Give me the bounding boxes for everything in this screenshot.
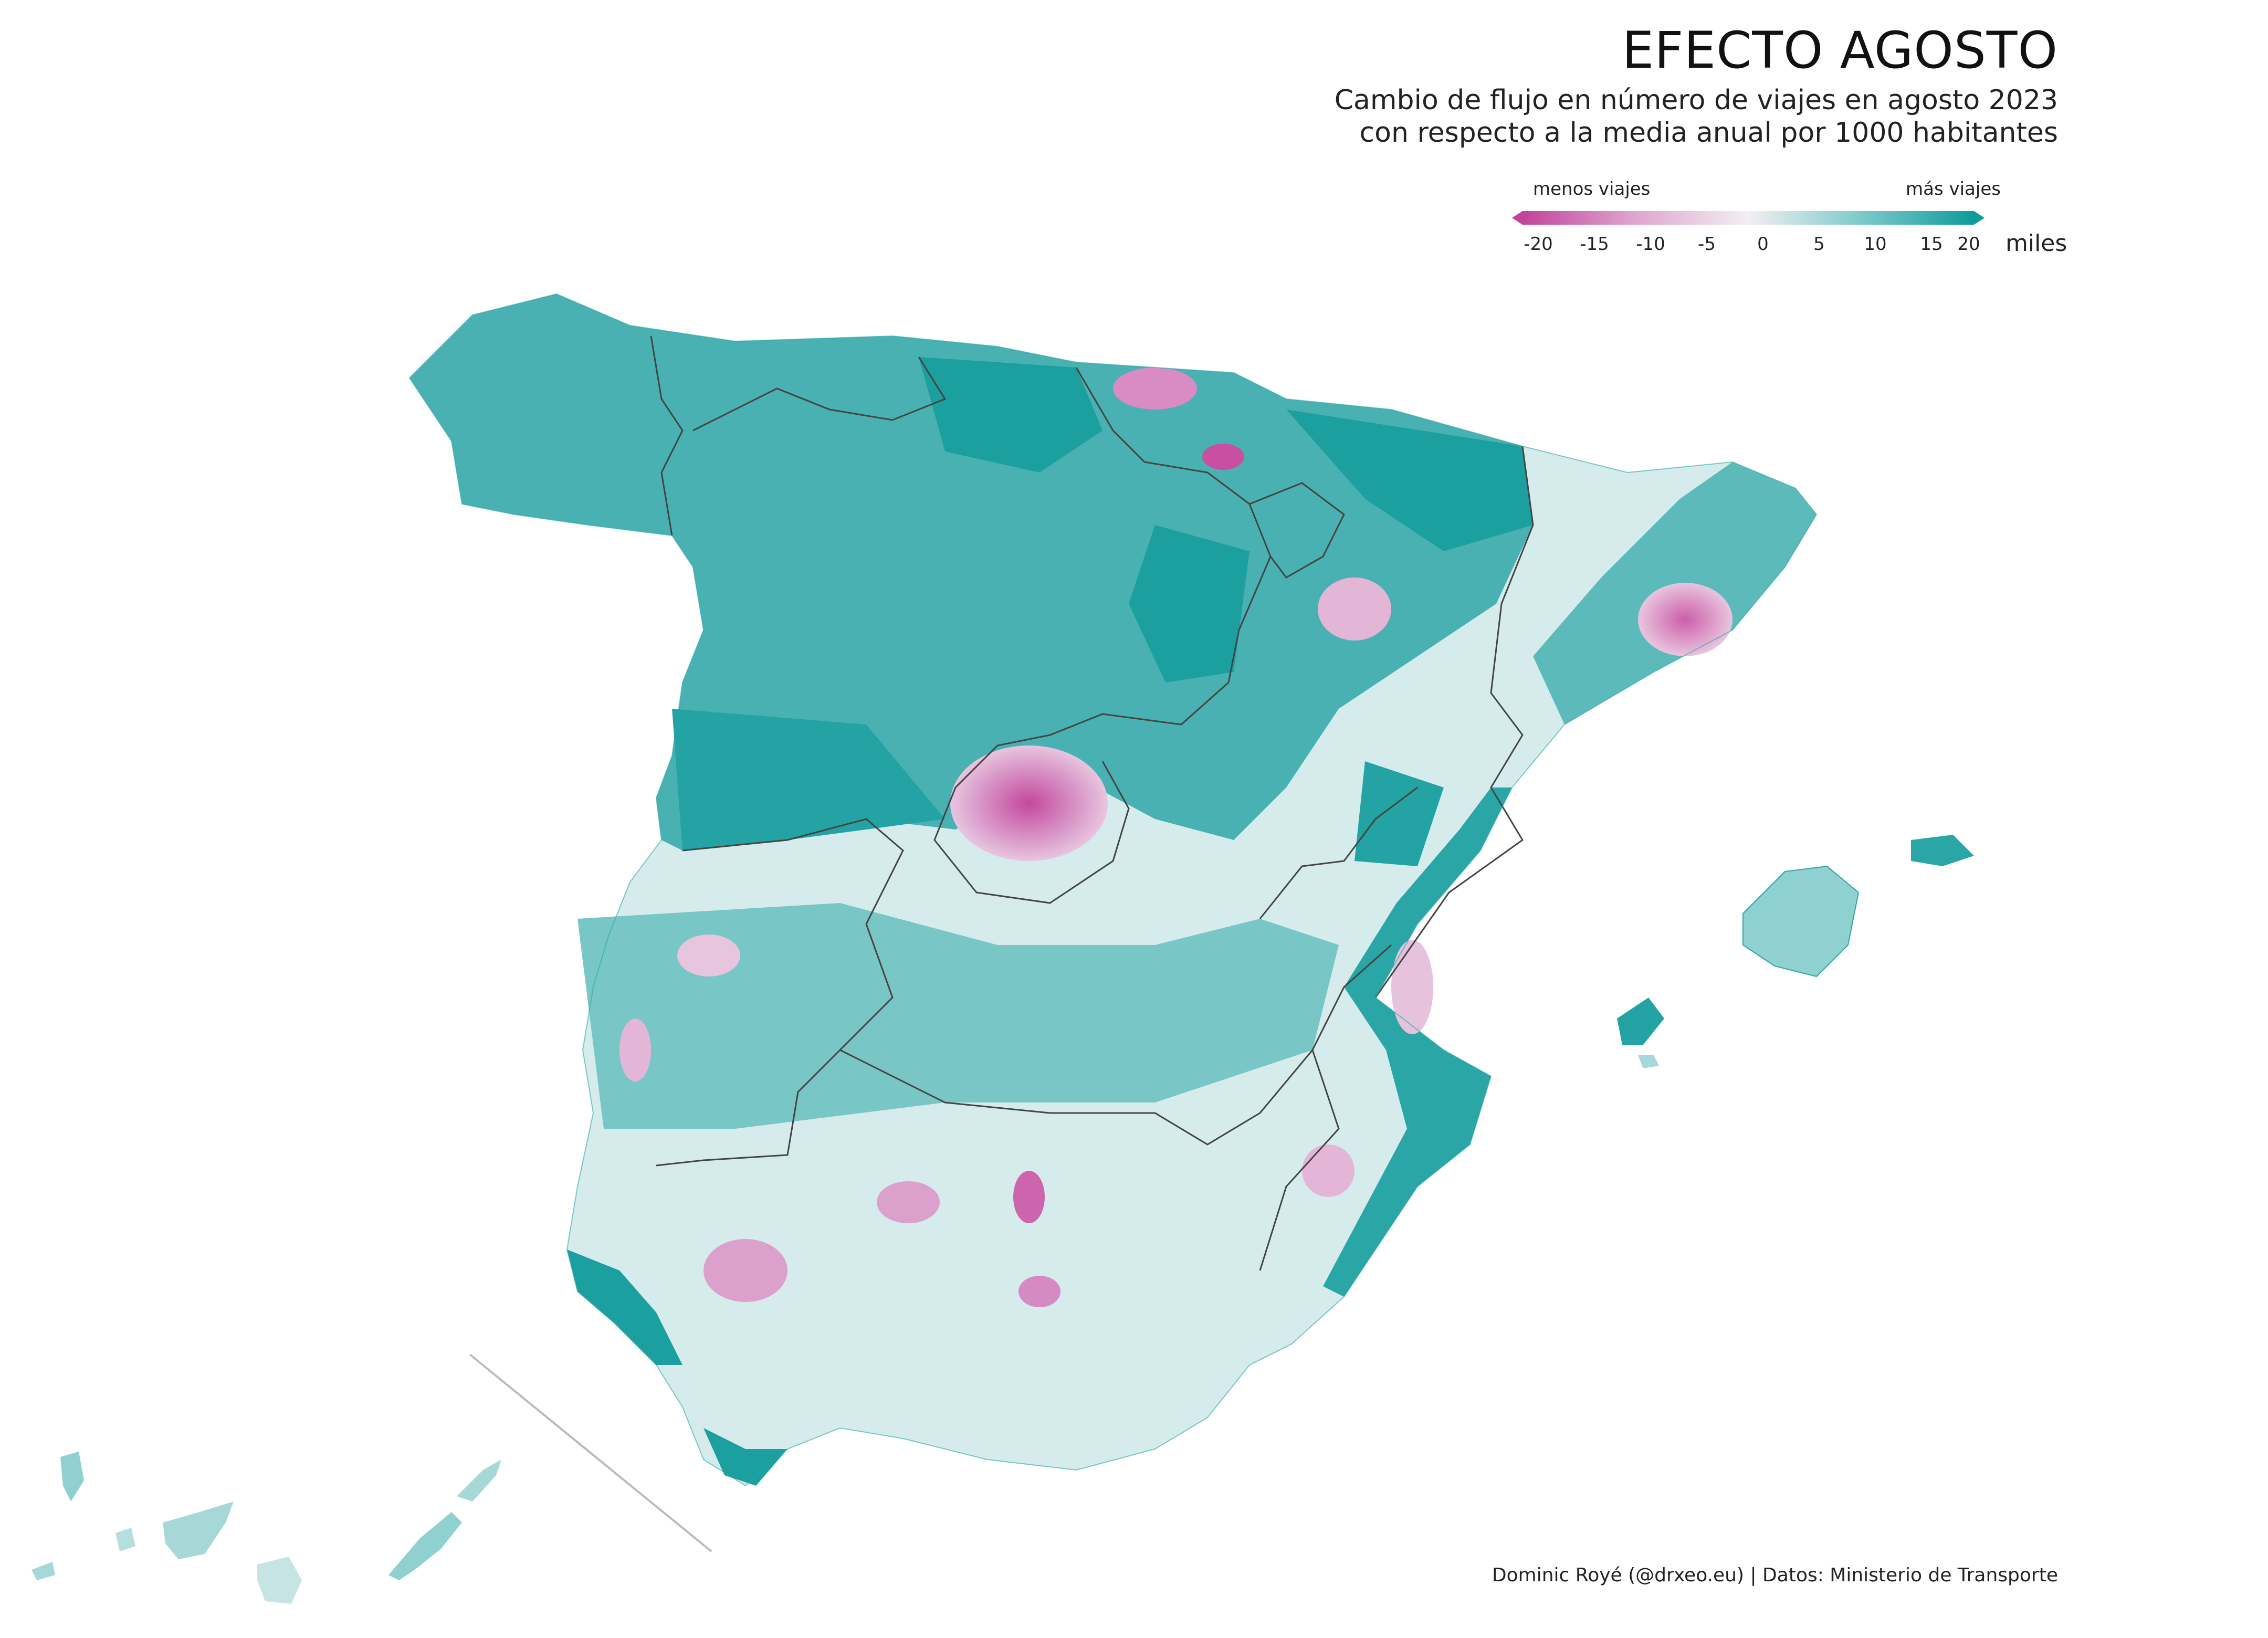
murcia-area-pink	[1302, 1144, 1354, 1197]
menorca-island	[1911, 835, 1974, 866]
mallorca-island	[1742, 865, 1860, 978]
teal-dark-patch	[919, 357, 1102, 472]
teal-dark-patch	[1129, 525, 1250, 682]
la-gomera-island	[116, 1528, 135, 1551]
granada-area-pink	[1018, 1276, 1060, 1307]
valencia-area-pink	[1391, 940, 1433, 1034]
legend-right-label: más viajes	[1906, 178, 2001, 200]
caceres-area-pink	[677, 934, 740, 976]
levante-coast-teal	[1323, 788, 1512, 1297]
barcelona-area-pink	[1638, 583, 1732, 656]
jaen-area-pink	[1013, 1171, 1045, 1223]
cadiz-coast-teal	[704, 1428, 788, 1486]
teal-mid-patch	[578, 903, 1339, 1129]
ibiza-island	[1617, 998, 1664, 1045]
legend-tick: 15	[1920, 234, 1943, 255]
teal-dark-patch	[672, 709, 945, 850]
legend-arrow-right	[1974, 211, 1984, 225]
madrid-area-pink	[950, 746, 1108, 861]
la-palma-island	[60, 1452, 84, 1502]
legend-tick: 20	[1957, 234, 1980, 255]
legend-tick: 10	[1864, 234, 1887, 255]
legend-left-label: menos viajes	[1533, 178, 1651, 200]
legend-tick: -5	[1698, 234, 1716, 255]
vitoria-area-pink	[1202, 444, 1244, 470]
color-legend: menos viajes más viajes -20 -15 -10 -5 0…	[1502, 178, 2067, 262]
legend-tick: -15	[1580, 234, 1609, 255]
tenerife-island	[163, 1502, 234, 1559]
subtitle-line-2: con respecto a la media anual por 1000 h…	[1359, 117, 2058, 149]
region-borders	[650, 335, 1534, 1271]
legend-tick: 0	[1757, 234, 1769, 255]
canary-inset-divider	[469, 1353, 712, 1552]
bilbao-area-pink	[1113, 368, 1197, 410]
map-subtitle: Cambio de flujo en número de viajes en a…	[1335, 84, 2058, 149]
legend-tick: -10	[1636, 234, 1665, 255]
lanzarote-island	[457, 1460, 501, 1502]
sevilla-area-pink	[704, 1239, 788, 1302]
subtitle-line-1: Cambio de flujo en número de viajes en a…	[1334, 85, 2058, 116]
teal-dark-patch	[1354, 761, 1444, 866]
legend-arrow-left	[1512, 211, 1522, 225]
peninsula-outline	[408, 293, 1818, 1487]
legend-gradient	[1522, 211, 1974, 225]
badajoz-area-pink	[620, 1018, 651, 1082]
legend-color-bar	[1512, 211, 1984, 225]
legend-tick: -20	[1524, 234, 1553, 255]
map-title: EFECTO AGOSTO	[1622, 21, 2058, 80]
fuerteventura-island	[388, 1512, 462, 1580]
legend-unit: miles	[2006, 230, 2067, 257]
map-caption: Dominic Royé (@drxeo.eu) | Datos: Minist…	[1492, 1564, 2058, 1586]
teal-dark-patch	[1286, 410, 1533, 551]
legend-tick: 5	[1813, 234, 1825, 255]
zaragoza-area-pink	[1318, 578, 1391, 640]
formentera-island	[1638, 1055, 1659, 1068]
huelva-coast-teal	[567, 1250, 682, 1365]
gran-canaria-island	[257, 1557, 302, 1604]
cordoba-area-pink	[877, 1181, 940, 1223]
el-hierro-island	[32, 1562, 55, 1580]
